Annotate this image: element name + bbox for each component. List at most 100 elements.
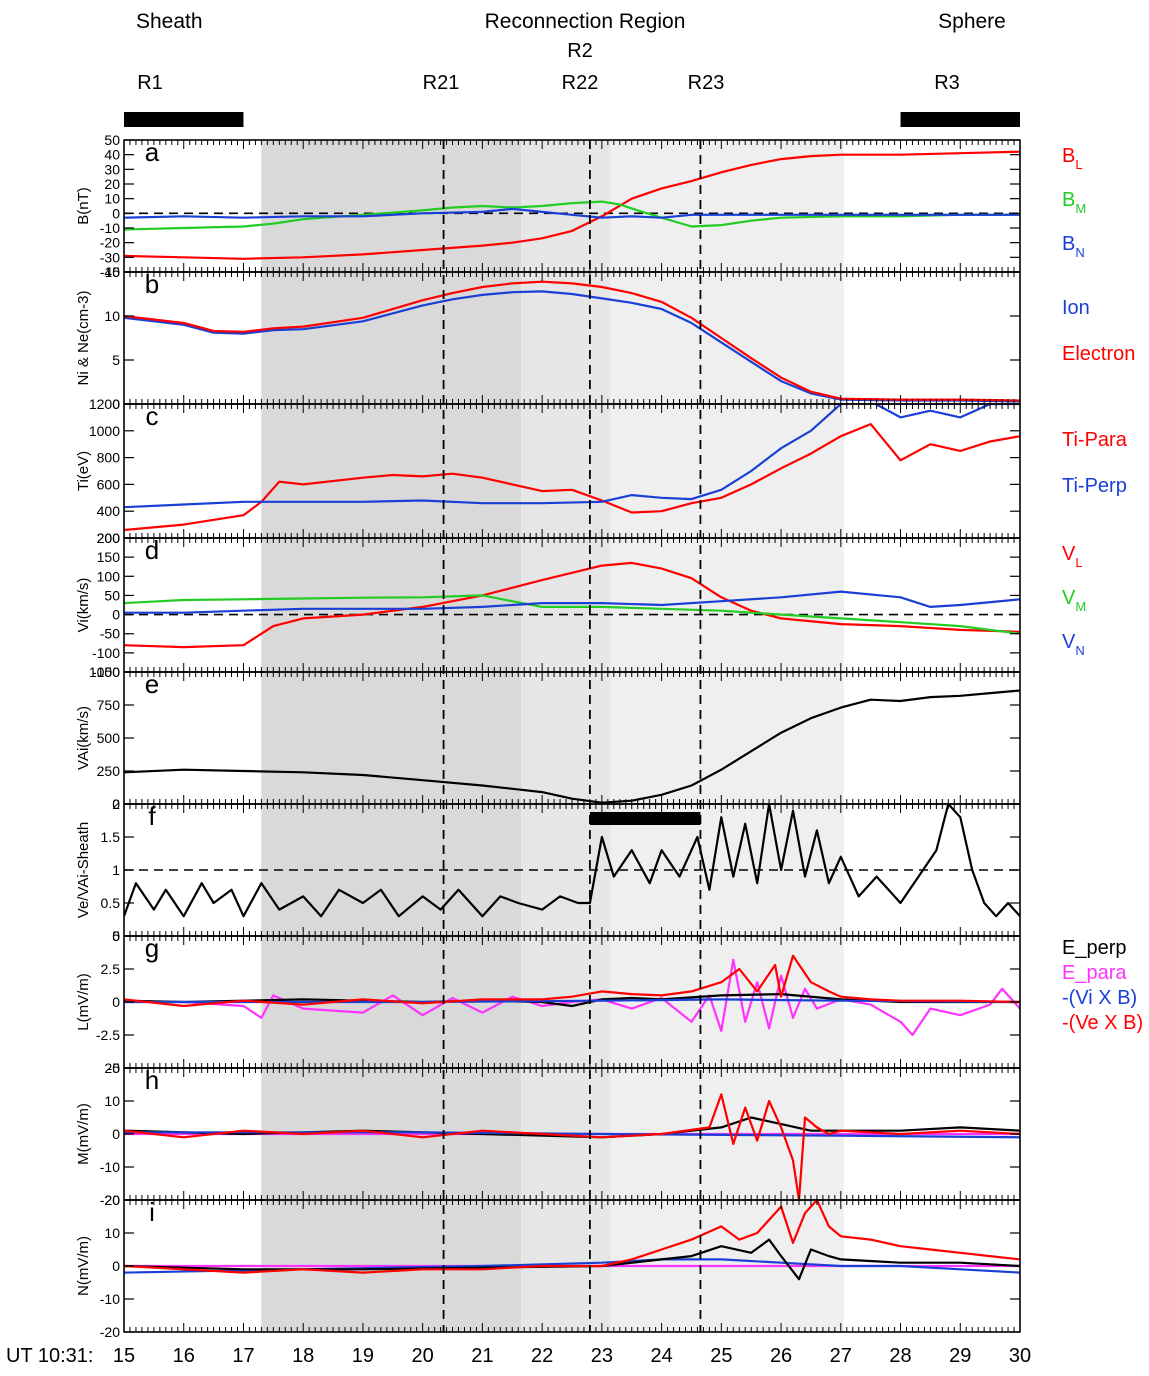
legend-c-1: Ti-Perp — [1062, 475, 1127, 497]
legend-a-1: BM — [1062, 189, 1086, 216]
ytick-label: -20 — [100, 1192, 120, 1208]
ytick-label: 20 — [104, 176, 120, 192]
r21-label: R21 — [423, 72, 460, 94]
xtick-label: 20 — [412, 1345, 434, 1367]
legend-d-2: VN — [1062, 631, 1085, 658]
region-bar-0 — [124, 112, 244, 127]
ytick-label: -50 — [100, 626, 120, 642]
xtick-label: 18 — [292, 1345, 314, 1367]
series-a-bn — [124, 207, 1020, 219]
series-a-bm — [124, 200, 1020, 231]
ytick-label: -150 — [92, 664, 120, 680]
ytick-label: 1000 — [89, 423, 120, 439]
r23-label: R23 — [688, 72, 725, 94]
xtick-label: 16 — [173, 1345, 195, 1367]
xtick-label: 22 — [531, 1345, 553, 1367]
xtick-label: 27 — [830, 1345, 852, 1367]
panel-g-ylabel: L(mV/m) — [75, 973, 92, 1031]
ytick-label: -30 — [100, 249, 120, 265]
series-c-tiperp — [124, 404, 1020, 509]
ytick-label: 10 — [104, 1093, 120, 1109]
ytick-label: 30 — [104, 161, 120, 177]
panel-a-letter: a — [145, 137, 160, 167]
series-d-vm — [124, 594, 1020, 635]
ytick-label: 200 — [97, 530, 121, 546]
r1-label: R1 — [137, 72, 163, 94]
x-axis: UT 10:31: 15 16 17 18 19 20 21 22 23 24 25 26 27 28 29 3… — [6, 1345, 1031, 1367]
series-f-vevai — [124, 804, 1020, 918]
xtick-label: 25 — [710, 1345, 732, 1367]
legend-g-2: -(Vi X B) — [1062, 987, 1137, 1009]
ytick-label: 600 — [97, 476, 121, 492]
ytick-label: 150 — [97, 549, 121, 565]
ytick-label: 500 — [97, 730, 121, 746]
ytick-label: -20 — [100, 235, 120, 251]
series-e-vai — [124, 689, 1020, 804]
xtick-label: 26 — [770, 1345, 792, 1367]
panel-i-letter: i — [149, 1197, 155, 1227]
region-header: Sheath Reconnection Region Sphere R2 R1 … — [136, 10, 1006, 94]
panel-a-ylabel: B(nT) — [75, 187, 92, 225]
ytick-label: 1000 — [89, 664, 120, 680]
series-b-ion — [124, 290, 1020, 403]
ytick-label: 250 — [97, 763, 121, 779]
xtick-label: 29 — [949, 1345, 971, 1367]
shade-0 — [261, 140, 522, 1332]
panel-d: -150 -100 -50 0 50 100 150 200 d Vi(km/s) VL VM VN — [75, 530, 1086, 680]
ytick-label: -10 — [100, 1291, 120, 1307]
series-i-vexb — [124, 1200, 1020, 1274]
legend-a-2: BN — [1062, 233, 1085, 260]
legend-g-1: E_para — [1062, 962, 1127, 984]
panel-g-letter: g — [145, 933, 159, 963]
ytick-label: 50 — [104, 587, 120, 603]
xtick-label: 23 — [591, 1345, 613, 1367]
ytick-label: 0.5 — [101, 895, 121, 911]
panel-c-letter: c — [146, 401, 159, 431]
legend-c-0: Ti-Para — [1062, 429, 1128, 451]
panel-h-letter: h — [145, 1065, 159, 1095]
xtick-label: 15 — [113, 1345, 135, 1367]
region-bar-2 — [589, 812, 701, 825]
ytick-label: 0 — [112, 1126, 120, 1142]
legend-d-1: VM — [1062, 587, 1086, 614]
panel-b-ylabel: Ni & Ne(cm-3) — [75, 290, 92, 385]
series-g-vexb — [124, 954, 1020, 1008]
legend-d-0: VL — [1062, 543, 1083, 570]
ytick-label: -2.5 — [96, 1027, 120, 1043]
ytick-label: 1.5 — [101, 829, 121, 845]
panel-i: -20 -10 0 10 20 i N(mV/m) — [75, 1192, 1021, 1340]
xtick-label: 19 — [352, 1345, 374, 1367]
ytick-label: -100 — [92, 645, 120, 661]
xtick-label: 24 — [650, 1345, 672, 1367]
x-axis-prefix: UT 10:31: — [6, 1345, 93, 1367]
series-h-vexb — [124, 1093, 1020, 1200]
ytick-label: 5 — [112, 928, 120, 944]
ytick-label: 200 — [97, 530, 121, 546]
panel-c: 200 400 600 800 1000 1200 c Ti(eV) Ti-Para Ti-Per… — [75, 396, 1128, 546]
series-b-electron — [124, 280, 1020, 402]
r3-label: R3 — [934, 72, 960, 94]
ytick-label: 0 — [112, 796, 120, 812]
ytick-label: 100 — [97, 568, 121, 584]
region-bar-1 — [900, 112, 1020, 127]
legend-g-0: E_perp — [1062, 937, 1127, 959]
overlay — [124, 112, 1020, 1332]
panel-f-letter: f — [148, 801, 156, 831]
legend-b-0: Ion — [1062, 297, 1090, 319]
xtick-label: 21 — [471, 1345, 493, 1367]
ytick-label: 0 — [112, 928, 120, 944]
series-d-vn — [124, 590, 1020, 614]
xtick-label: 17 — [232, 1345, 254, 1367]
ytick-label: -10 — [100, 220, 120, 236]
ytick-label: 0 — [112, 205, 120, 221]
panel-f-ylabel: Ve/VAi-Sheath — [75, 822, 92, 918]
panel-i-ylabel: N(mV/m) — [75, 1236, 92, 1296]
ytick-label: 0 — [112, 396, 120, 412]
ytick-label: 15 — [104, 264, 120, 280]
panel-d-letter: d — [145, 535, 159, 565]
series-i-vixb — [124, 1258, 1020, 1274]
ytick-label: 2 — [112, 796, 120, 812]
